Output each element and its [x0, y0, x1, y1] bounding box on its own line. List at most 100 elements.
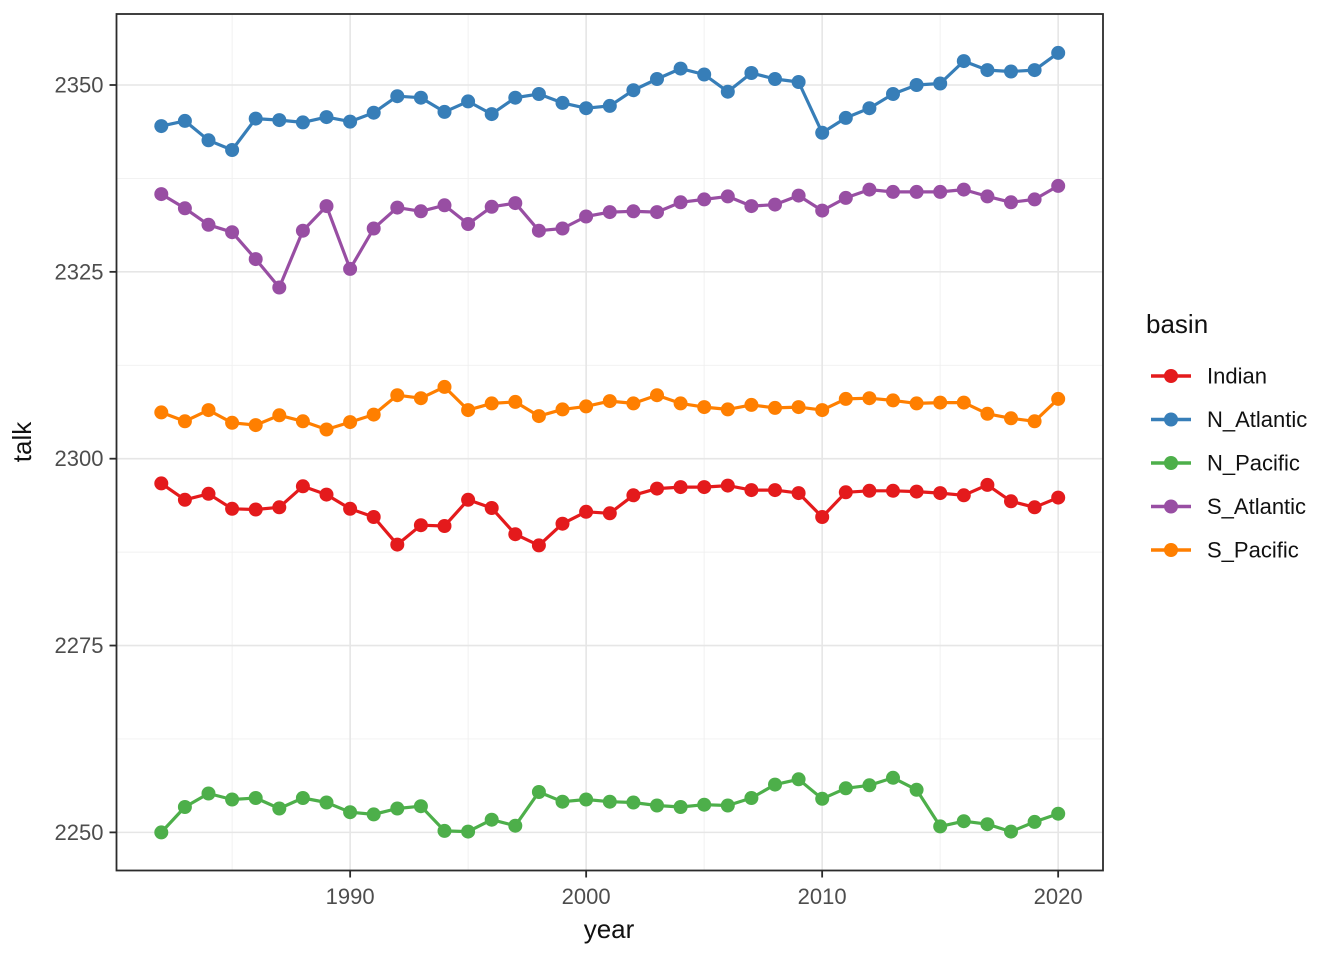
data-point [626, 83, 641, 98]
data-point [531, 87, 546, 101]
y-tick-label: 2275 [55, 633, 104, 658]
data-point [626, 396, 641, 411]
data-point [933, 395, 948, 410]
data-point [980, 406, 995, 421]
data-point [1027, 414, 1042, 429]
data-point [484, 199, 499, 214]
data-point [1051, 391, 1066, 406]
data-point [508, 196, 523, 211]
data-point [366, 407, 381, 422]
data-point [815, 203, 830, 218]
legend-key-point [1164, 543, 1178, 557]
data-point [508, 818, 523, 833]
legend-label: N_Pacific [1207, 451, 1300, 476]
data-point [602, 98, 617, 113]
data-point [1051, 45, 1066, 60]
axes: 2250 2275 2300 2325 2350 1990 2000 2010 2020 [55, 73, 1083, 909]
data-point [1004, 411, 1018, 426]
data-point [1051, 178, 1066, 193]
data-point [886, 483, 900, 498]
data-point [933, 184, 948, 199]
data-point [744, 66, 759, 80]
data-point [838, 485, 853, 500]
data-point [720, 84, 735, 99]
data-point [248, 418, 263, 433]
y-tick-label: 2325 [55, 259, 104, 284]
legend-label: Indian [1207, 364, 1267, 389]
data-point [1004, 64, 1018, 79]
data-point [390, 200, 405, 215]
data-point [508, 90, 523, 105]
data-point [579, 399, 594, 414]
data-point [1004, 494, 1018, 509]
data-point [177, 800, 192, 814]
data-point [673, 195, 688, 210]
data-point [225, 501, 240, 516]
data-point [319, 487, 334, 502]
data-point [626, 488, 641, 503]
plot-panel [116, 14, 1103, 871]
data-point [956, 395, 971, 410]
series-n_pacific [154, 770, 1066, 840]
data-point [272, 113, 287, 128]
data-point [909, 184, 924, 199]
data-point [437, 198, 452, 213]
data-point [248, 791, 263, 805]
data-point [980, 477, 995, 492]
data-point [579, 209, 594, 224]
series-layer [154, 45, 1066, 840]
data-point [768, 777, 782, 792]
data-point [437, 519, 452, 533]
data-point [177, 113, 192, 128]
data-point [225, 225, 240, 240]
data-point [909, 78, 924, 92]
data-point [319, 795, 334, 810]
legend-key-point [1164, 412, 1178, 427]
data-point [366, 807, 381, 822]
data-point [838, 110, 853, 125]
data-point [413, 90, 428, 105]
legend-item-n_atlantic: N_Atlantic [1151, 407, 1307, 432]
data-point [1051, 490, 1066, 505]
data-point [343, 415, 358, 430]
legend-title: basin [1146, 309, 1208, 339]
legend-key-point [1164, 499, 1178, 514]
data-point [1027, 192, 1042, 207]
data-point [815, 791, 830, 806]
data-point [177, 492, 192, 507]
series-n_atlantic [154, 45, 1066, 157]
data-point [980, 63, 995, 78]
data-point [956, 488, 971, 503]
data-point [909, 782, 924, 797]
series-indian [154, 476, 1066, 553]
data-point [1027, 500, 1042, 515]
y-axis-title: talk [7, 421, 37, 462]
data-point [862, 391, 877, 406]
data-point [461, 824, 476, 839]
legend-label: N_Atlantic [1207, 407, 1307, 432]
data-point [720, 798, 735, 813]
data-point [555, 95, 570, 110]
data-point [791, 75, 806, 89]
series-s_atlantic [154, 178, 1066, 295]
legend-label: S_Pacific [1207, 538, 1299, 563]
data-point [768, 197, 782, 212]
data-point [461, 492, 476, 507]
data-point [484, 396, 499, 411]
legend-item-indian: Indian [1151, 364, 1267, 389]
data-point [838, 781, 853, 796]
data-point [484, 812, 499, 827]
data-point [862, 778, 877, 793]
data-point [602, 394, 617, 409]
data-point [201, 486, 216, 501]
data-point [1027, 63, 1042, 78]
data-point [272, 801, 287, 816]
data-point [272, 408, 287, 423]
data-point [154, 119, 169, 134]
data-point [697, 192, 712, 207]
data-point [555, 794, 570, 809]
x-tick-label: 1990 [326, 884, 375, 909]
data-point [248, 252, 263, 267]
data-point [909, 396, 924, 411]
data-point [390, 388, 405, 403]
